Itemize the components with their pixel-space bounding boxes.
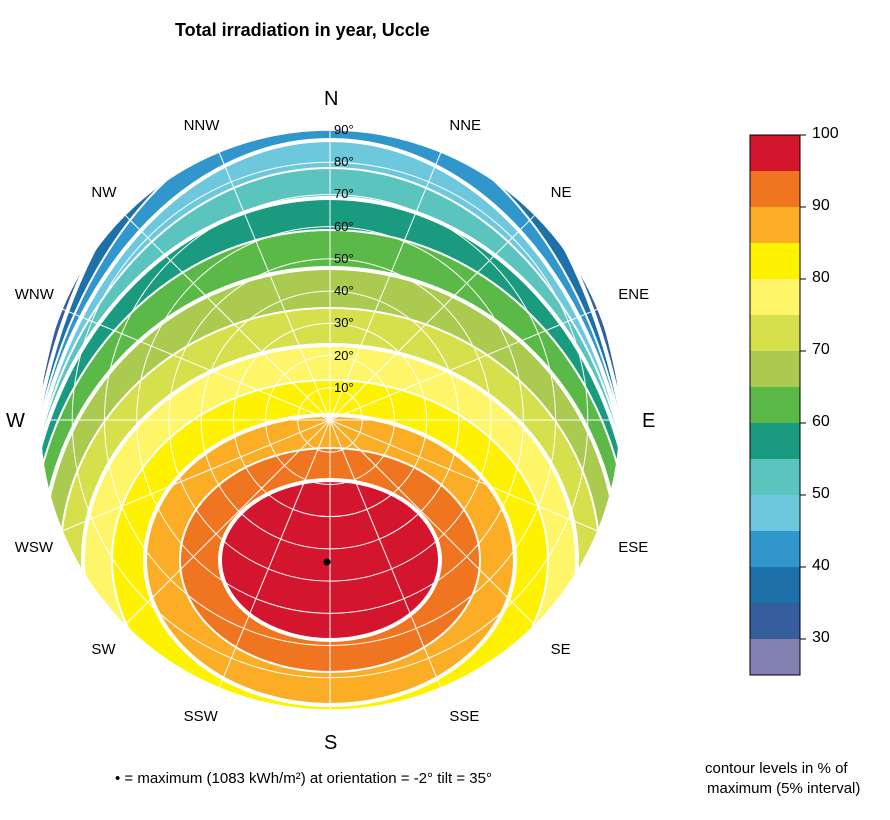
legend-swatch [750,243,800,279]
legend-tick-label: 100 [812,125,839,143]
legend-swatch [750,423,800,459]
legend-swatch [750,531,800,567]
legend-swatch [750,495,800,531]
legend-swatch [750,171,800,207]
legend-swatch [750,603,800,639]
legend-tick-label: 60 [812,413,830,431]
legend-tick-label: 70 [812,341,830,359]
legend-tick-label: 30 [812,629,830,647]
legend-swatch [750,135,800,171]
legend-swatch [750,351,800,387]
legend-swatch [750,567,800,603]
color-legend [0,0,890,820]
legend-swatch [750,459,800,495]
max-point-caption: • = maximum (1083 kWh/m²) at orientation… [115,770,492,787]
legend-caption-line2: maximum (5% interval) [707,780,860,797]
legend-tick-label: 80 [812,269,830,287]
legend-swatch [750,279,800,315]
legend-swatch [750,315,800,351]
legend-swatch [750,207,800,243]
legend-swatch [750,639,800,675]
legend-tick-label: 50 [812,485,830,503]
legend-swatch [750,387,800,423]
legend-caption-line1: contour levels in % of [705,760,848,777]
legend-tick-label: 40 [812,557,830,575]
legend-tick-label: 90 [812,197,830,215]
